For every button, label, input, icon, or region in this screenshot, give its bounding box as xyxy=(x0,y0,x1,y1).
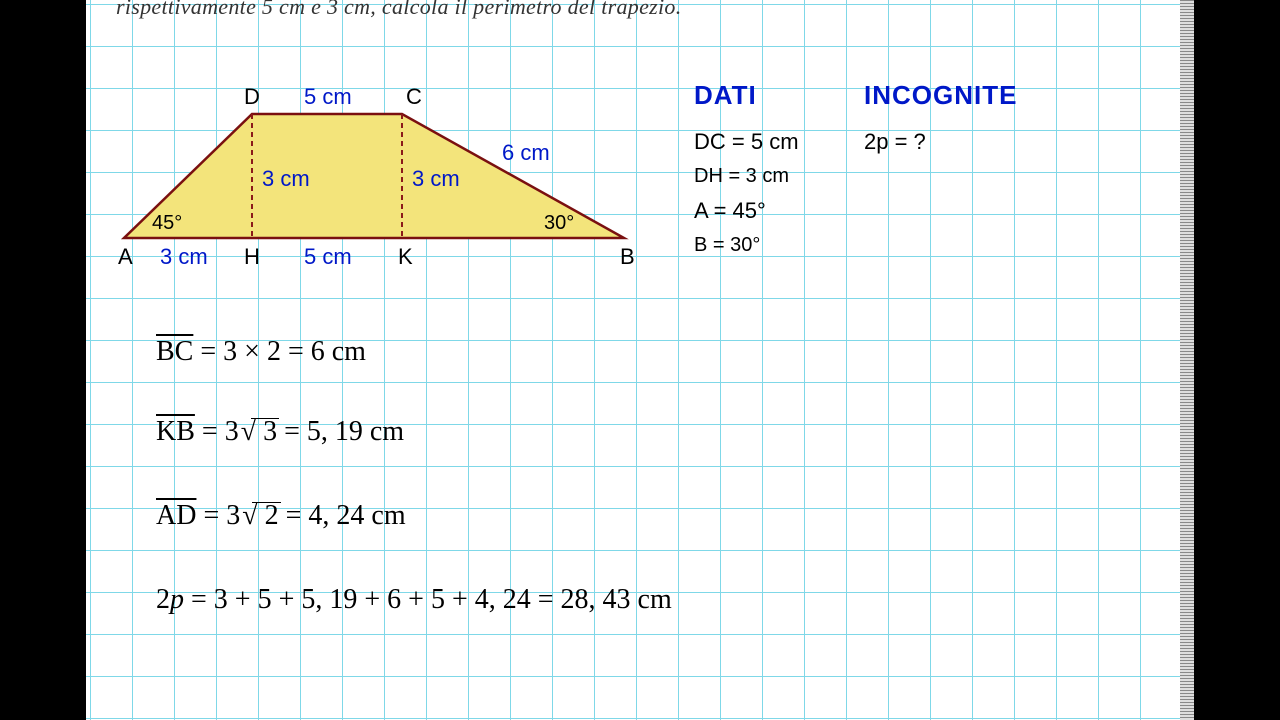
calc-KB: KB = 3√ 3 = 5, 19 cm xyxy=(156,416,404,448)
measure-CB: 6 cm xyxy=(502,140,550,166)
data-DH: DH = 3 cm xyxy=(694,165,799,188)
measure-AH: 3 cm xyxy=(160,244,208,270)
ruler-edge xyxy=(1180,0,1194,720)
incognite-header: INCOGNITE xyxy=(864,80,1017,111)
data-section: DATI DC = 5 cm DH = 3 cm A = 45° B = 30° xyxy=(694,80,799,267)
measure-DH: 3 cm xyxy=(262,166,310,192)
perim-p: p xyxy=(170,584,184,615)
vertex-C: C xyxy=(406,84,422,110)
problem-statement: rispettivamente 5 cm e 3 cm, calcola il … xyxy=(116,0,682,20)
data-A: A = 45° xyxy=(694,198,799,224)
sqrt-2: √ 2 xyxy=(240,500,278,532)
data-DC: DC = 5 cm xyxy=(694,129,799,155)
seg-BC: BC xyxy=(156,336,193,367)
vertex-D: D xyxy=(244,84,260,110)
measure-HK: 5 cm xyxy=(304,244,352,270)
calc-AD-coef: = 3 xyxy=(196,500,240,531)
perim-rest: = 3 + 5 + 5, 19 + 6 + 5 + 4, 24 = 28, 43… xyxy=(184,584,672,615)
angle-A: 45° xyxy=(152,212,182,235)
vertex-H: H xyxy=(244,244,260,270)
calc-BC-rest: = 3 × 2 = 6 cm xyxy=(193,336,366,367)
calc-KB-coef: = 3 xyxy=(195,416,239,447)
vertex-K: K xyxy=(398,244,413,270)
trapezoid-diagram: D C A H K B 5 cm 6 cm 3 cm 3 cm 3 cm 5 c… xyxy=(104,78,644,283)
seg-KB: KB xyxy=(156,416,195,447)
calc-KB-rest: = 5, 19 cm xyxy=(277,416,404,447)
seg-AD: AD xyxy=(156,500,196,531)
measure-DC: 5 cm xyxy=(304,84,352,110)
graph-paper-page: rispettivamente 5 cm e 3 cm, calcola il … xyxy=(86,0,1180,720)
vertex-B: B xyxy=(620,244,635,270)
angle-B: 30° xyxy=(544,212,574,235)
calc-perimeter: 2p = 3 + 5 + 5, 19 + 6 + 5 + 4, 24 = 28,… xyxy=(156,584,672,616)
vertex-A: A xyxy=(118,244,133,270)
sqrt-3: √ 3 xyxy=(239,416,277,448)
incognite-section: INCOGNITE 2p = ? xyxy=(864,80,1017,165)
calc-AD-rest: = 4, 24 cm xyxy=(279,500,406,531)
measure-CK: 3 cm xyxy=(412,166,460,192)
data-header: DATI xyxy=(694,80,799,111)
calc-BC: BC = 3 × 2 = 6 cm xyxy=(156,336,366,368)
perim-2: 2 xyxy=(156,584,170,615)
incognite-line: 2p = ? xyxy=(864,129,1017,155)
calc-AD: AD = 3√ 2 = 4, 24 cm xyxy=(156,500,406,532)
data-B: B = 30° xyxy=(694,234,799,257)
